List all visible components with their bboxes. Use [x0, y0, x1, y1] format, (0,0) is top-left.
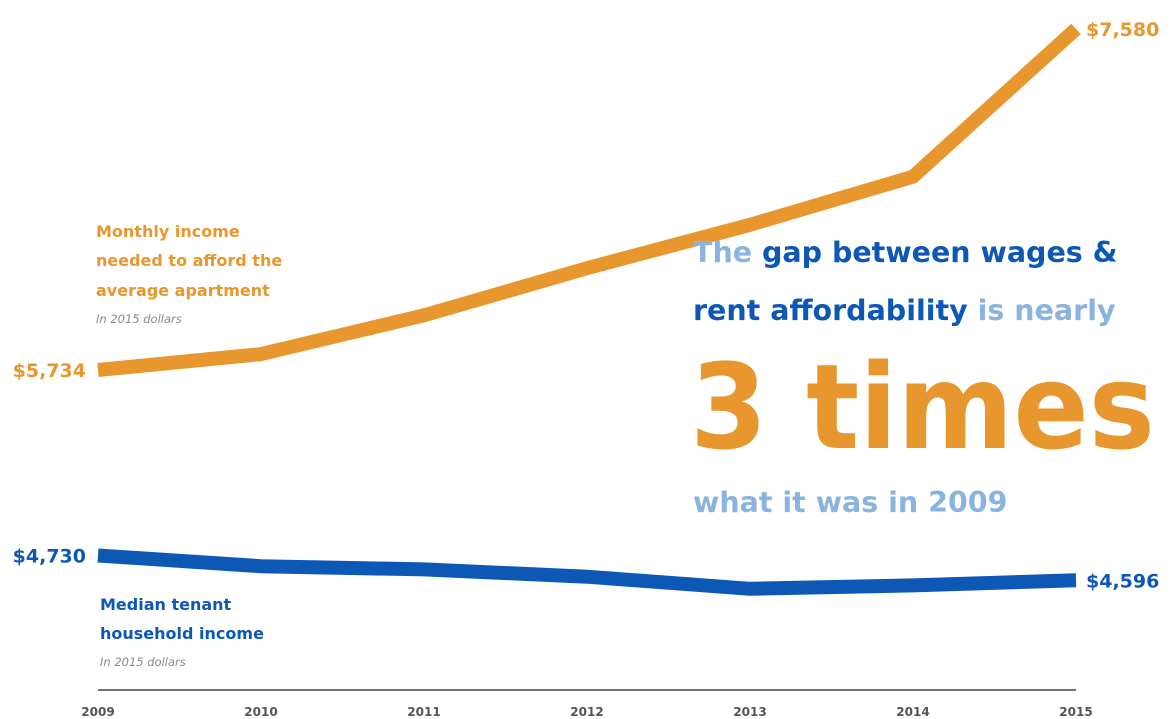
series-note-rent-needed: In 2015 dollars — [96, 312, 182, 326]
x-tick-label: 2015 — [1059, 705, 1092, 719]
x-tick-label: 2013 — [733, 705, 766, 719]
series-name-line-3: average apartment — [96, 281, 270, 300]
start-value-label-rent-needed: $5,734 — [13, 360, 86, 382]
x-tick-label: 2014 — [896, 705, 929, 719]
callout-line-2: rent affordability is nearly — [693, 294, 1116, 327]
callout-line-1: The gap between wages & — [693, 236, 1118, 269]
x-tick-label: 2012 — [570, 705, 603, 719]
start-value-label-tenant-income: $4,730 — [13, 546, 86, 568]
x-axis-ticks: 2009 2010 2011 2012 2013 2014 2015 — [81, 705, 1092, 719]
series-note-tenant-income: In 2015 dollars — [100, 655, 186, 669]
series-name-line-1: Median tenant — [100, 595, 232, 614]
x-tick-label: 2010 — [244, 705, 277, 719]
x-tick-label: 2009 — [81, 705, 114, 719]
callout-line-2-part-2: is nearly — [968, 294, 1116, 327]
callout-line-2-part-1: rent affordability — [693, 294, 968, 327]
callout-big-number: 3 times — [690, 338, 1155, 476]
series-name-line-2: needed to afford the — [96, 251, 282, 270]
callout-line-1-part-2: gap between wages & — [762, 236, 1118, 269]
series-name-line-2: household income — [100, 624, 264, 643]
series-line-tenant-income — [97, 548, 1077, 596]
x-tick-label: 2011 — [407, 705, 440, 719]
series-line-rent-needed — [97, 23, 1081, 377]
end-value-label-rent-needed: $7,580 — [1086, 19, 1159, 41]
callout-line-3: what it was in 2009 — [693, 486, 1007, 519]
callout-line-1-part-1: The — [693, 236, 762, 269]
series-name-line-1: Monthly income — [96, 222, 240, 241]
end-value-label-tenant-income: $4,596 — [1086, 570, 1159, 592]
